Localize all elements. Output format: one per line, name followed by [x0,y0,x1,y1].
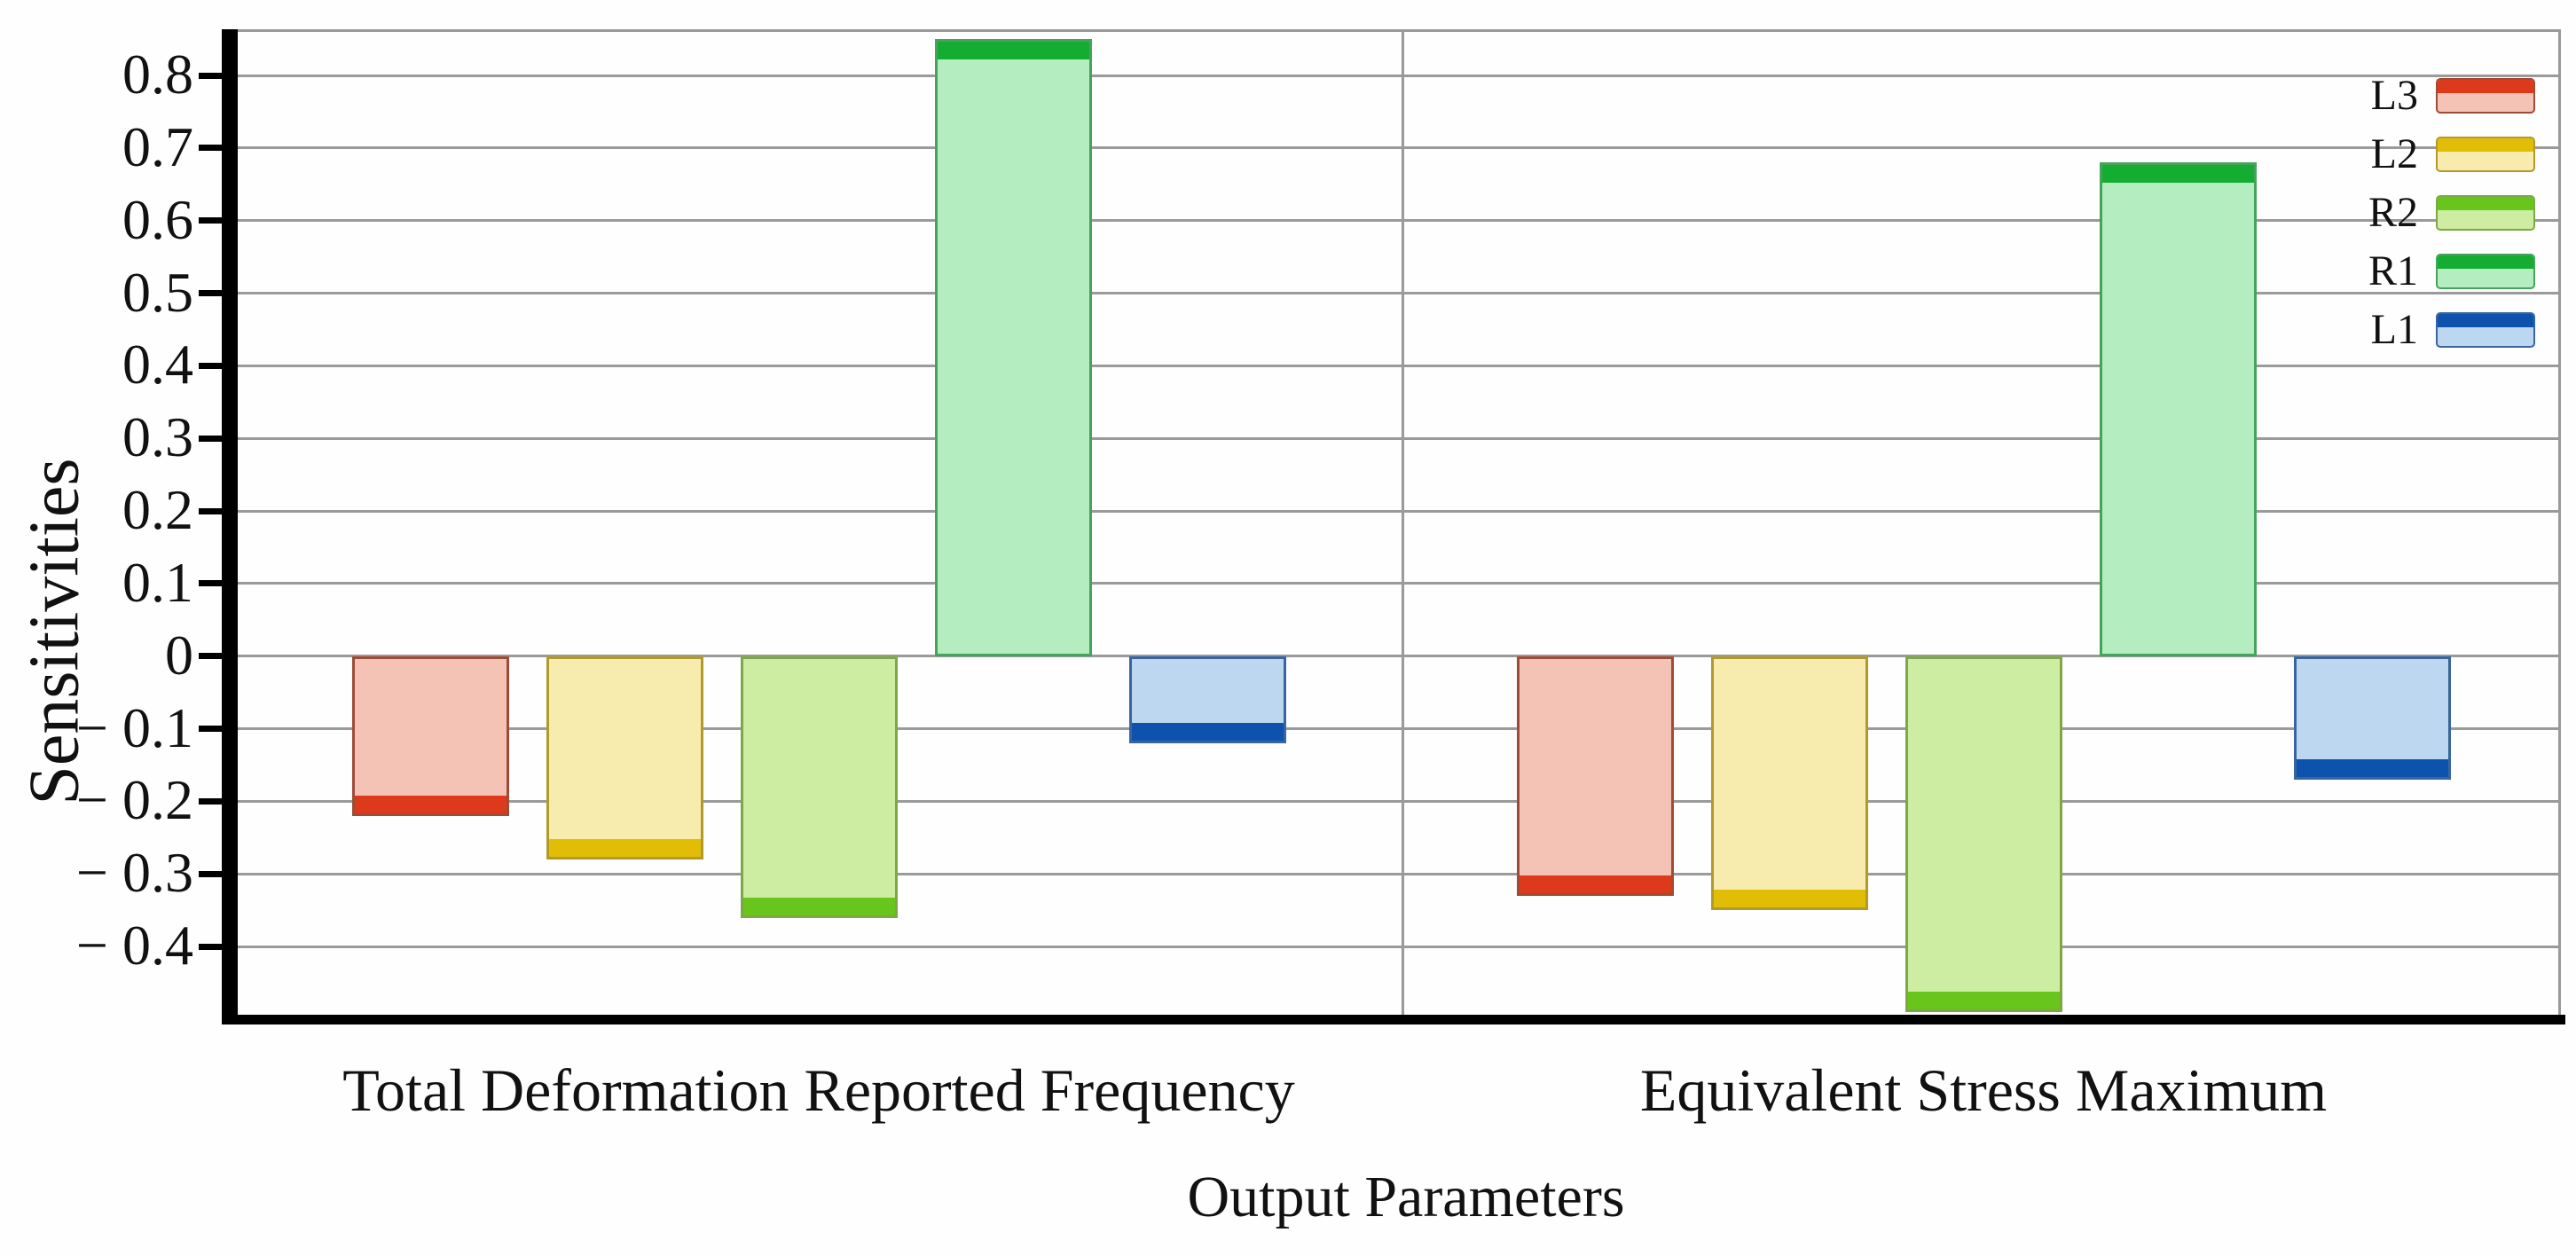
y-tick-label: − 0.1 [75,696,193,759]
bar-cap-l2-group1 [549,839,701,857]
bar-cap-l3-group1 [355,796,507,813]
y-tick-label: 0.4 [122,333,193,396]
gridline-y-− 0.2 [238,800,2558,803]
legend-swatch-l3 [2436,78,2535,114]
legend-swatch-l1 [2436,312,2535,348]
category-label-total-deformation: Total Deformation Reported Frequency [342,1056,1295,1124]
y-tick-− 0.4 [199,944,222,950]
legend-item-l1: L1 [2370,306,2535,353]
legend-item-l2: L2 [2370,130,2535,177]
legend-item-r1: R1 [2368,247,2535,294]
legend-swatch-band-r2 [2438,197,2533,210]
y-tick-− 0.1 [199,726,222,732]
gridline-y-0.3 [238,437,2558,440]
gridline-y-0.7 [238,146,2558,149]
y-tick-label: − 0.4 [75,914,193,977]
gridline-y-0.6 [238,219,2558,222]
gridline-y-0.1 [238,582,2558,585]
legend-swatch-r2 [2436,195,2535,231]
y-tick-− 0.3 [199,871,222,877]
y-tick-label: 0.5 [122,261,193,324]
bar-cap-r2-group2 [1908,992,2060,1009]
gridline-y-0 [238,655,2558,657]
bar-l1-group2 [2294,656,2451,780]
legend-label-l3: L3 [2370,72,2418,119]
bar-r1-group1 [935,39,1092,656]
legend-item-r2: R2 [2368,189,2535,236]
bar-cap-r1-group2 [2102,165,2254,183]
legend-label-l2: L2 [2370,130,2418,177]
y-tick-label: − 0.3 [75,841,193,904]
y-tick-label: 0.2 [122,478,193,541]
y-tick-0.2 [199,508,222,514]
category-label-equivalent-stress: Equivalent Stress Maximum [1639,1056,2328,1124]
bar-l2-group2 [1711,656,1868,910]
legend-label-l1: L1 [2370,306,2418,353]
y-tick-− 0.2 [199,798,222,805]
legend-swatch-band-l1 [2438,314,2533,327]
bar-r1-group2 [2100,162,2257,656]
plot-top-border [238,29,2558,32]
gridline-y-0.2 [238,510,2558,513]
plot-right-border [2558,29,2561,1019]
y-tick-0.6 [199,217,222,224]
y-tick-label: 0.3 [122,405,193,468]
y-tick-0.3 [199,436,222,442]
y-tick-0.4 [199,363,222,369]
legend-swatch-l2 [2436,137,2535,172]
gridline-y-− 0.4 [238,946,2558,948]
legend-item-l3: L3 [2370,72,2535,119]
x-axis-title: Output Parameters [1187,1165,1625,1229]
category-separator [1402,32,1404,1015]
bar-l3-group2 [1517,656,1674,896]
y-tick-label: 0 [165,624,193,687]
bar-cap-l1-group1 [1132,723,1284,741]
legend-label-r1: R1 [2368,247,2418,294]
y-tick-label: − 0.2 [75,768,193,831]
y-tick-0.7 [199,145,222,151]
legend-swatch-band-l3 [2438,80,2533,93]
bar-cap-r2-group1 [743,898,895,915]
y-tick-label: 0.6 [122,188,193,251]
x-axis-line [222,1015,2565,1024]
bar-cap-l1-group2 [2297,759,2448,777]
gridline-y-− 0.1 [238,727,2558,730]
bar-cap-r1-group1 [938,42,1089,59]
y-tick-label: 0.1 [122,551,193,614]
y-tick-label: 0.7 [122,115,193,178]
y-tick-0.5 [199,290,222,296]
legend-swatch-band-l2 [2438,138,2533,152]
legend-swatch-band-r1 [2438,255,2533,269]
y-tick-0 [199,653,222,659]
y-tick-0.1 [199,580,222,586]
y-tick-label: 0.8 [122,43,193,106]
bar-cap-l2-group2 [1714,890,1865,907]
legend-label-r2: R2 [2368,189,2418,236]
legend-swatch-r1 [2436,254,2535,289]
bar-l2-group1 [546,656,703,860]
bar-r2-group2 [1905,656,2062,1012]
gridline-y-− 0.3 [238,873,2558,875]
y-axis-line [222,29,238,1024]
bar-cap-l3-group2 [1520,875,1671,893]
gridline-y-0.4 [238,365,2558,367]
bar-l1-group1 [1129,656,1286,743]
bar-l3-group1 [352,656,509,816]
gridline-y-0.8 [238,75,2558,77]
bar-r2-group1 [741,656,898,918]
y-tick-0.8 [199,73,222,79]
gridline-y-0.5 [238,292,2558,294]
